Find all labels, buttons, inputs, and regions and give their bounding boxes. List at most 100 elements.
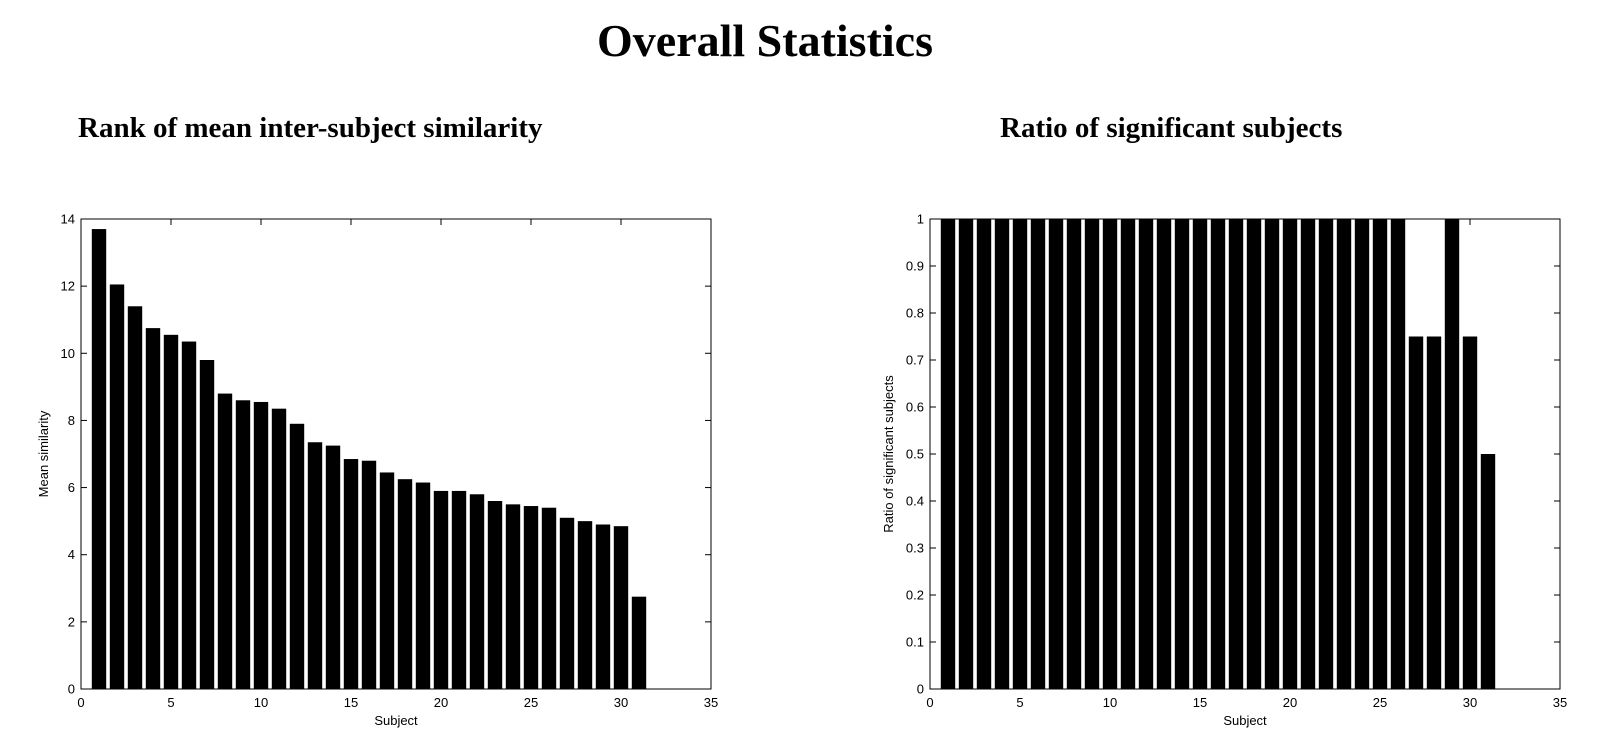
x-tick-label: 25 bbox=[524, 695, 538, 710]
bar-subject-8 bbox=[217, 393, 233, 689]
bar-subject-18 bbox=[397, 479, 413, 689]
bar-subject-27 bbox=[559, 517, 575, 689]
bar-subject-13 bbox=[307, 442, 323, 689]
x-tick-label: 35 bbox=[704, 695, 718, 710]
bar-subject-30 bbox=[613, 526, 629, 689]
bar-subject-12 bbox=[289, 423, 305, 689]
x-tick-label: 15 bbox=[344, 695, 358, 710]
bar-subject-26 bbox=[541, 507, 557, 689]
x-tick-label: 30 bbox=[614, 695, 628, 710]
bar-subject-17 bbox=[379, 472, 395, 689]
x-axis-label: Subject bbox=[374, 713, 418, 728]
x-tick-label: 20 bbox=[434, 695, 448, 710]
bar-subject-1 bbox=[91, 229, 107, 690]
bar-subject-11 bbox=[271, 408, 287, 689]
x-tick-label: 0 bbox=[77, 695, 84, 710]
bar-subject-24 bbox=[1354, 219, 1370, 689]
x-tick-label: 10 bbox=[254, 695, 268, 710]
y-tick-label: 8 bbox=[68, 413, 75, 428]
bar-subject-7 bbox=[199, 360, 215, 689]
y-axis-label: Ratio of significant subjects bbox=[881, 375, 896, 533]
bar-subject-21 bbox=[1300, 219, 1316, 689]
ratio-bar-chart: 0 5 10 15 20 25 30 35 0 0.1 0.2 0.3 0.4 0.5 0.6 0.7 0.8 0… bbox=[881, 212, 1567, 729]
bar-subject-3 bbox=[127, 306, 143, 689]
bar-subject-7 bbox=[1048, 219, 1064, 689]
bar-subject-13 bbox=[1156, 219, 1172, 689]
bar-subject-22 bbox=[1318, 219, 1334, 689]
bar-subject-23 bbox=[487, 501, 503, 689]
x-tick-label: 35 bbox=[1553, 695, 1567, 710]
bar-subject-18 bbox=[1246, 219, 1262, 689]
bar-subject-11 bbox=[1120, 219, 1136, 689]
bar-subject-3 bbox=[976, 219, 992, 689]
bar-subject-15 bbox=[1192, 219, 1208, 689]
bar-subject-10 bbox=[1102, 219, 1118, 689]
chart-title-similarity: Rank of mean inter-subject similarity bbox=[78, 112, 543, 144]
bar-subject-17 bbox=[1228, 219, 1244, 689]
y-tick-label: 0 bbox=[917, 682, 924, 697]
bar-subject-12 bbox=[1138, 219, 1154, 689]
bar-subject-16 bbox=[361, 460, 377, 689]
bar-subject-14 bbox=[1174, 219, 1190, 689]
x-tick-label: 5 bbox=[167, 695, 174, 710]
x-axis-label: Subject bbox=[1223, 713, 1267, 728]
bar-subject-2 bbox=[958, 219, 974, 689]
similarity-bar-chart: 0 5 10 15 20 25 30 35 0 2 4 6 8 10 12 14 Subject Mean sim… bbox=[36, 212, 718, 729]
axes-frame bbox=[80, 218, 712, 690]
bar-subject-10 bbox=[253, 401, 269, 689]
bar-subject-26 bbox=[1390, 219, 1406, 689]
x-tick-label: 10 bbox=[1103, 695, 1117, 710]
y-tick-label: 0.8 bbox=[906, 306, 924, 321]
bar-subject-23 bbox=[1336, 219, 1352, 689]
x-tick-label: 20 bbox=[1283, 695, 1297, 710]
x-tick-label: 30 bbox=[1463, 695, 1477, 710]
bar-subject-4 bbox=[994, 219, 1010, 689]
bar-subject-15 bbox=[343, 459, 359, 689]
bar-subject-31 bbox=[1480, 454, 1496, 689]
bar-subject-31 bbox=[631, 596, 647, 689]
page-title: Overall Statistics bbox=[597, 15, 933, 66]
bar-subject-28 bbox=[577, 521, 593, 689]
y-tick-label: 12 bbox=[61, 279, 75, 294]
bar-subject-6 bbox=[1030, 219, 1046, 689]
x-tick-label: 25 bbox=[1373, 695, 1387, 710]
bar-subject-30 bbox=[1462, 336, 1478, 689]
bar-subject-9 bbox=[235, 400, 251, 689]
y-tick-label: 0.1 bbox=[906, 635, 924, 650]
bar-subject-19 bbox=[1264, 219, 1280, 689]
y-tick-label: 14 bbox=[61, 212, 75, 227]
bar-subject-16 bbox=[1210, 219, 1226, 689]
bar-subject-4 bbox=[145, 328, 161, 689]
x-tick-label: 15 bbox=[1193, 695, 1207, 710]
bar-subject-5 bbox=[163, 334, 179, 689]
bar-subject-28 bbox=[1426, 336, 1442, 689]
y-tick-label: 0.4 bbox=[906, 494, 924, 509]
y-tick-label: 0.6 bbox=[906, 400, 924, 415]
y-tick-label: 2 bbox=[68, 614, 75, 629]
x-tick-label: 5 bbox=[1016, 695, 1023, 710]
bar-subject-25 bbox=[1372, 219, 1388, 689]
y-tick-label: 1 bbox=[917, 212, 924, 227]
bar-subject-29 bbox=[595, 524, 611, 689]
bar-subject-8 bbox=[1066, 219, 1082, 689]
bar-subject-9 bbox=[1084, 219, 1100, 689]
bar-subject-27 bbox=[1408, 336, 1424, 689]
y-axis-label: Mean similarity bbox=[36, 410, 51, 497]
bar-subject-21 bbox=[451, 490, 467, 689]
bar-subject-20 bbox=[1282, 219, 1298, 689]
bar-subject-2 bbox=[109, 284, 125, 689]
bar-subject-22 bbox=[469, 494, 485, 689]
bar-subject-25 bbox=[523, 506, 539, 689]
y-tick-label: 0.2 bbox=[906, 588, 924, 603]
bar-subject-6 bbox=[181, 341, 197, 689]
y-tick-label: 0.3 bbox=[906, 541, 924, 556]
bar-subject-14 bbox=[325, 445, 341, 689]
y-tick-label: 0.7 bbox=[906, 353, 924, 368]
bar-subject-5 bbox=[1012, 219, 1028, 689]
y-tick-label: 0 bbox=[68, 682, 75, 697]
bar-subject-19 bbox=[415, 482, 431, 689]
bar-subject-29 bbox=[1444, 219, 1460, 689]
x-tick-label: 0 bbox=[926, 695, 933, 710]
bar-subject-20 bbox=[433, 490, 449, 689]
